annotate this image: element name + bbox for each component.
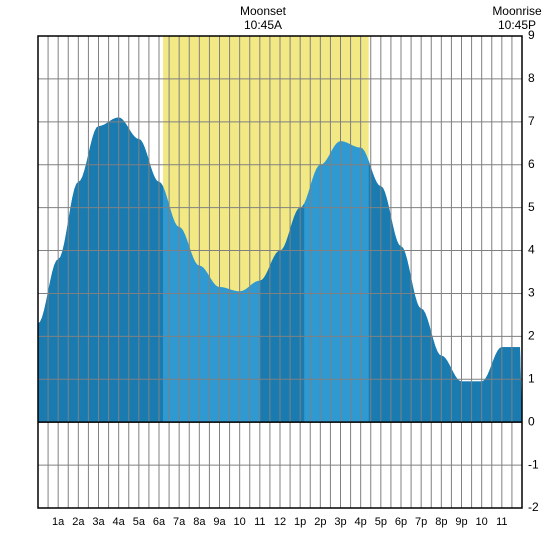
svg-text:10: 10 [234, 516, 246, 528]
svg-text:8: 8 [528, 71, 535, 85]
svg-text:10: 10 [476, 516, 488, 528]
svg-text:9a: 9a [213, 516, 226, 528]
svg-text:6p: 6p [395, 516, 407, 528]
svg-text:1a: 1a [52, 516, 65, 528]
svg-text:-1: -1 [528, 457, 539, 471]
svg-text:4a: 4a [113, 516, 126, 528]
annotation-title: Moonrise [477, 4, 550, 18]
svg-text:2a: 2a [72, 516, 85, 528]
svg-text:6a: 6a [153, 516, 166, 528]
annotation-time: 10:45A [223, 18, 303, 32]
svg-text:4: 4 [528, 243, 535, 257]
svg-text:5: 5 [528, 200, 535, 214]
svg-text:5p: 5p [375, 516, 387, 528]
chart-svg: -2-101234567891a2a3a4a5a6a7a8a9a1011121p… [0, 0, 550, 550]
svg-text:11: 11 [254, 516, 265, 528]
svg-text:1p: 1p [294, 516, 306, 528]
svg-text:8a: 8a [193, 516, 206, 528]
svg-text:7p: 7p [415, 516, 427, 528]
tide-chart: Moonset 10:45A Moonrise 10:45P -2-101234… [0, 0, 550, 550]
svg-text:3p: 3p [334, 516, 346, 528]
svg-text:9p: 9p [455, 516, 467, 528]
annotation-moonrise: Moonrise 10:45P [477, 4, 550, 33]
svg-text:1: 1 [528, 371, 535, 385]
svg-text:8p: 8p [435, 516, 447, 528]
annotation-moonset: Moonset 10:45A [223, 4, 303, 33]
svg-text:0: 0 [528, 414, 535, 428]
svg-text:-2: -2 [528, 500, 539, 514]
svg-text:3: 3 [528, 286, 535, 300]
svg-text:2p: 2p [314, 516, 326, 528]
svg-text:12: 12 [274, 516, 286, 528]
svg-text:11: 11 [496, 516, 507, 528]
svg-text:4p: 4p [355, 516, 367, 528]
svg-text:6: 6 [528, 157, 535, 171]
annotation-title: Moonset [223, 4, 303, 18]
svg-text:3a: 3a [92, 516, 105, 528]
svg-text:2: 2 [528, 329, 535, 343]
svg-text:5a: 5a [133, 516, 146, 528]
annotation-time: 10:45P [477, 18, 550, 32]
svg-text:7: 7 [528, 114, 535, 128]
svg-text:7a: 7a [173, 516, 186, 528]
